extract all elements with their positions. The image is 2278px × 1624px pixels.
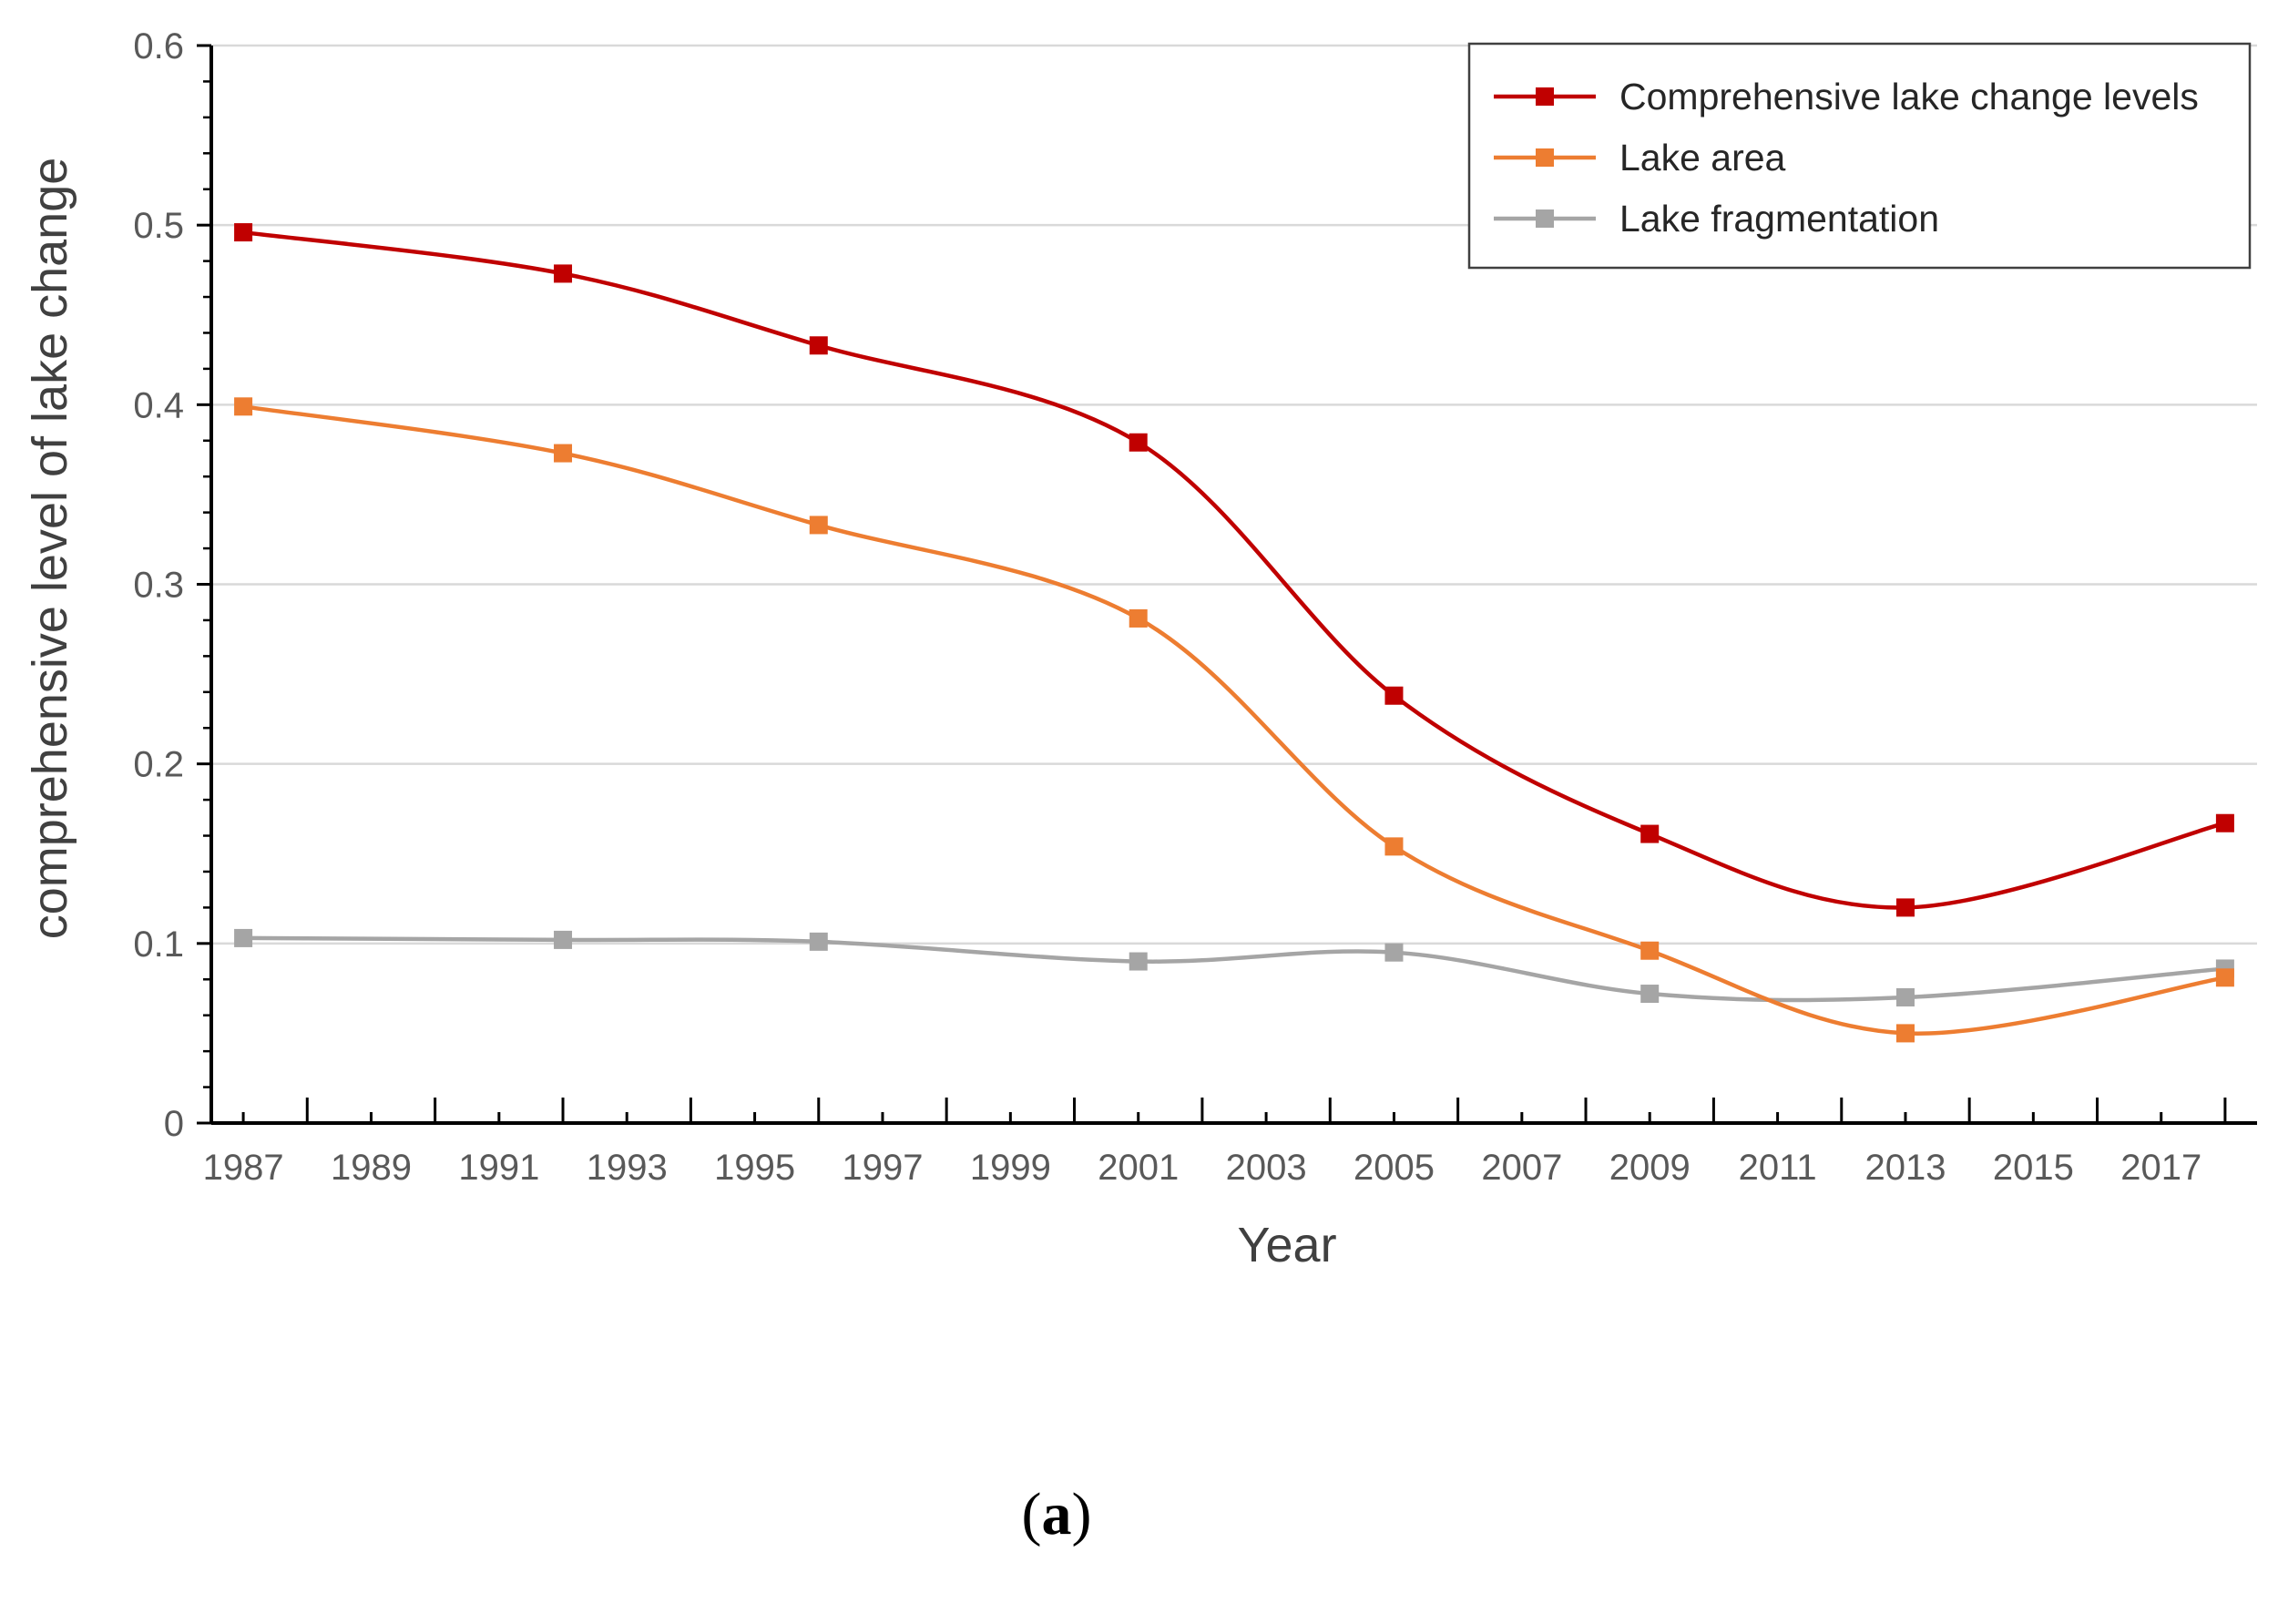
- data-point: [1129, 952, 1148, 971]
- legend-marker: [1536, 148, 1554, 167]
- caption-letter: a: [1041, 1481, 1072, 1547]
- data-point: [1384, 686, 1404, 705]
- data-point: [554, 930, 573, 949]
- data-point: [1640, 824, 1660, 843]
- y-tick-label: 0.4: [133, 385, 184, 425]
- y-tick-label: 0.3: [133, 566, 184, 606]
- data-point: [809, 932, 828, 951]
- x-tick-label: 2001: [1098, 1148, 1179, 1188]
- legend-marker: [1536, 209, 1554, 228]
- y-tick-label: 0: [164, 1104, 184, 1144]
- data-point: [1640, 985, 1660, 1004]
- y-tick-label: 0.1: [133, 924, 184, 965]
- data-point: [234, 223, 253, 242]
- data-point: [809, 516, 828, 535]
- x-tick-label: 2015: [1993, 1148, 2074, 1188]
- legend-label: Lake area: [1619, 137, 1786, 179]
- x-axis-title: Year: [1237, 1218, 1336, 1272]
- series-1: [234, 397, 2234, 1043]
- x-tick-label: 1991: [458, 1148, 539, 1188]
- data-point: [1895, 1024, 1915, 1043]
- data-point: [2215, 968, 2234, 987]
- x-tick-label: 1987: [203, 1148, 284, 1188]
- y-tick-label: 0.2: [133, 745, 184, 785]
- data-point: [234, 397, 253, 416]
- data-point: [1895, 898, 1915, 917]
- data-point: [234, 928, 253, 947]
- x-tick-label: 1999: [970, 1148, 1051, 1188]
- y-tick-label: 0.5: [133, 206, 184, 246]
- x-tick-label: 1993: [587, 1148, 668, 1188]
- x-tick-label: 1989: [331, 1148, 412, 1188]
- data-point: [1384, 943, 1404, 962]
- legend-box: [1467, 42, 2252, 270]
- x-tick-label: 2005: [1354, 1148, 1435, 1188]
- axes: 0 0.1 0.2 0.3 0.4 0.5 0.6 1987 1989 1991 1993 1995 1…: [133, 26, 2257, 1188]
- x-tick-label: 2003: [1226, 1148, 1307, 1188]
- series-0: [234, 223, 2234, 917]
- figure-caption: (a): [0, 1480, 2113, 1549]
- y-tick-label: 0.6: [133, 26, 184, 66]
- legend-label: Comprehensive lake change levels: [1619, 76, 2199, 117]
- series: [234, 223, 2234, 1043]
- x-tick-label: 1997: [842, 1148, 923, 1188]
- data-point: [1129, 433, 1148, 452]
- series-line: [243, 935, 2226, 1003]
- data-point: [2215, 813, 2234, 832]
- legend-label: Lake fragmentation: [1619, 198, 1939, 240]
- x-tick-label: 2009: [1609, 1148, 1691, 1188]
- data-point: [1640, 941, 1660, 960]
- data-point: [1895, 987, 1915, 1006]
- x-tick-label: 2007: [1481, 1148, 1562, 1188]
- data-point: [1129, 608, 1148, 628]
- legend-marker: [1536, 87, 1554, 106]
- series-2: [234, 928, 2234, 1006]
- x-tick-label: 2017: [2120, 1148, 2201, 1188]
- x-tick-label: 2013: [1864, 1148, 1946, 1188]
- gridlines: [211, 44, 2257, 945]
- data-point: [554, 264, 573, 283]
- data-point: [809, 336, 828, 355]
- legend: Comprehensive lake change levels Lake are…: [1467, 42, 2252, 270]
- x-tick-label: 2011: [1739, 1148, 1817, 1188]
- x-tick-label: 1995: [714, 1148, 795, 1188]
- caption-open: (: [1021, 1481, 1042, 1547]
- data-point: [554, 444, 573, 463]
- caption-close: ): [1071, 1481, 1092, 1547]
- y-axis-title: comprehensive level of lake change: [23, 158, 77, 940]
- series-line: [242, 404, 2226, 1036]
- series-line: [242, 230, 2226, 910]
- data-point: [1384, 837, 1404, 856]
